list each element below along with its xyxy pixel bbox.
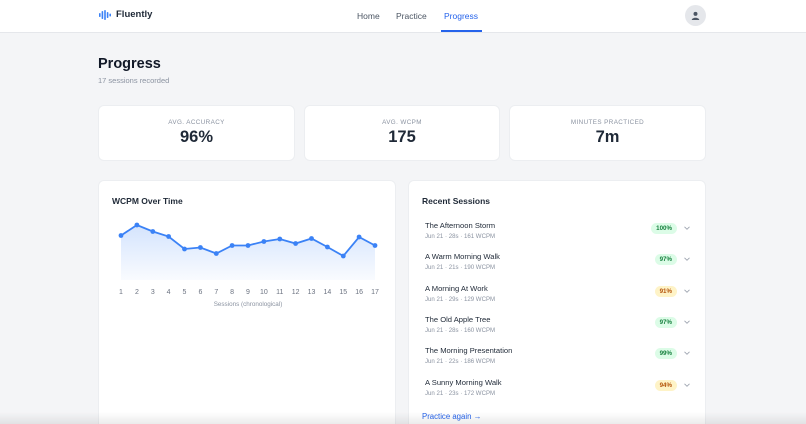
stat-label: AVG. ACCURACY xyxy=(168,119,225,126)
page-title: Progress xyxy=(98,56,161,72)
stat-card-wcpm: AVG. WCPM 175 xyxy=(304,105,500,161)
data-point[interactable] xyxy=(277,236,283,242)
practice-again-link[interactable]: Practice again → xyxy=(422,412,482,421)
x-tick-label: 11 xyxy=(276,289,283,296)
x-axis-label: Sessions (chronological) xyxy=(214,301,283,308)
session-row[interactable]: A Warm Morning Walk Jun 21 · 21s · 190 WC… xyxy=(425,252,691,280)
data-point[interactable] xyxy=(198,245,203,250)
data-point[interactable] xyxy=(325,244,330,250)
accuracy-badge: 91% xyxy=(654,285,677,297)
stat-label: AVG. WCPM xyxy=(382,119,422,126)
user-icon xyxy=(691,11,700,20)
session-title: A Warm Morning Walk xyxy=(425,252,500,262)
avatar[interactable] xyxy=(685,5,706,26)
data-point[interactable] xyxy=(340,253,346,259)
active-tab-indicator xyxy=(441,30,482,32)
accuracy-badge: 99% xyxy=(654,348,677,360)
chevron-down-icon[interactable] xyxy=(683,318,691,326)
data-point[interactable] xyxy=(309,236,314,241)
chevron-down-icon[interactable] xyxy=(683,349,691,357)
session-title: The Old Apple Tree xyxy=(425,314,491,324)
x-tick-label: 4 xyxy=(167,289,171,296)
stat-value: 175 xyxy=(388,128,416,146)
chevron-down-icon[interactable] xyxy=(683,255,691,263)
data-point[interactable] xyxy=(166,234,171,239)
data-point[interactable] xyxy=(245,243,251,248)
nav-home[interactable]: Home xyxy=(357,11,380,21)
accuracy-badge: 97% xyxy=(654,316,677,328)
x-tick-label: 13 xyxy=(308,289,316,296)
stat-value: 96% xyxy=(179,128,214,146)
chevron-down-icon[interactable] xyxy=(683,287,691,295)
x-tick-label: 16 xyxy=(355,289,363,296)
x-tick-label: 12 xyxy=(292,289,300,296)
data-point[interactable] xyxy=(229,243,235,248)
data-point[interactable] xyxy=(293,241,298,246)
session-meta: Jun 21 · 23s · 172 WCPM xyxy=(425,389,496,397)
data-point[interactable] xyxy=(261,239,267,244)
page-subtitle: 17 sessions recorded xyxy=(98,76,170,85)
nav-progress[interactable]: Progress xyxy=(444,11,479,21)
session-meta: Jun 21 · 22s · 186 WCPM xyxy=(425,358,496,366)
x-tick-label: 14 xyxy=(324,289,332,296)
data-point[interactable] xyxy=(372,243,378,248)
session-title: A Morning At Work xyxy=(425,283,488,293)
session-meta: Jun 21 · 29s · 129 WCPM xyxy=(425,295,496,303)
brand[interactable]: Fluently xyxy=(99,9,152,20)
x-tick-label: 2 xyxy=(135,289,139,296)
x-tick-label: 3 xyxy=(151,289,155,296)
stat-card-minutes: MINUTES PRACTICED 7m xyxy=(509,105,706,161)
accuracy-badge: 94% xyxy=(654,379,677,391)
data-point[interactable] xyxy=(213,251,219,256)
x-tick-label: 7 xyxy=(214,289,218,296)
stat-card-accuracy: AVG. ACCURACY 96% xyxy=(98,105,295,161)
data-point[interactable] xyxy=(356,234,362,240)
x-tick-label: 10 xyxy=(260,289,268,296)
session-row[interactable]: A Sunny Morning Walk Jun 21 · 23s · 172 W… xyxy=(425,378,691,406)
x-tick-label: 17 xyxy=(371,289,379,296)
session-title: The Afternoon Storm xyxy=(425,221,496,230)
data-point[interactable] xyxy=(182,246,187,252)
waveform-logo-icon xyxy=(99,9,111,20)
wcpm-chart-card: WCPM Over Time 1 2 3 4 5 6 7 8 9 10 11 12 13 14 15 16 17… xyxy=(98,180,396,424)
x-tick-label: 1 xyxy=(119,289,123,296)
data-point[interactable] xyxy=(134,222,140,228)
x-tick-label: 6 xyxy=(198,289,202,296)
session-row[interactable]: The Morning Presentation Jun 21 · 22s · 1… xyxy=(425,346,691,374)
recent-sessions-title: Recent Sessions xyxy=(422,196,491,206)
chevron-down-icon[interactable] xyxy=(683,224,691,232)
session-title: A Sunny Morning Walk xyxy=(425,377,502,387)
stat-label: MINUTES PRACTICED xyxy=(570,119,645,126)
x-tick-label: 5 xyxy=(183,289,187,296)
session-row[interactable]: A Morning At Work Jun 21 · 29s · 129 WCPM… xyxy=(425,284,691,312)
accuracy-badge: 97% xyxy=(654,254,677,266)
top-nav-bar: Fluently Home Practice Progress xyxy=(0,0,806,33)
data-point[interactable] xyxy=(150,229,156,234)
chart-title: WCPM Over Time xyxy=(112,196,183,206)
x-tick-label: 15 xyxy=(339,289,347,296)
session-row[interactable]: The Afternoon Storm Jun 21 · 28s · 161 WC… xyxy=(425,221,691,249)
session-meta: Jun 21 · 28s · 161 WCPM xyxy=(425,233,496,240)
session-meta: Jun 21 · 21s · 190 WCPM xyxy=(425,264,496,272)
chevron-down-icon[interactable] xyxy=(683,381,691,389)
app-name: Fluently xyxy=(116,9,153,20)
session-title: The Morning Presentation xyxy=(425,346,513,356)
data-point[interactable] xyxy=(118,233,124,238)
stat-value: 7m xyxy=(595,128,620,146)
session-meta: Jun 21 · 28s · 160 WCPM xyxy=(425,326,496,334)
accuracy-badge: 100% xyxy=(651,223,677,234)
x-tick-label: 9 xyxy=(246,289,250,296)
session-row[interactable]: The Old Apple Tree Jun 21 · 28s · 160 WCP… xyxy=(425,315,691,343)
x-tick-label: 8 xyxy=(230,289,234,296)
nav-practice[interactable]: Practice xyxy=(396,11,427,21)
recent-sessions-card: Recent Sessions The Afternoon Storm Jun 2… xyxy=(408,180,706,424)
